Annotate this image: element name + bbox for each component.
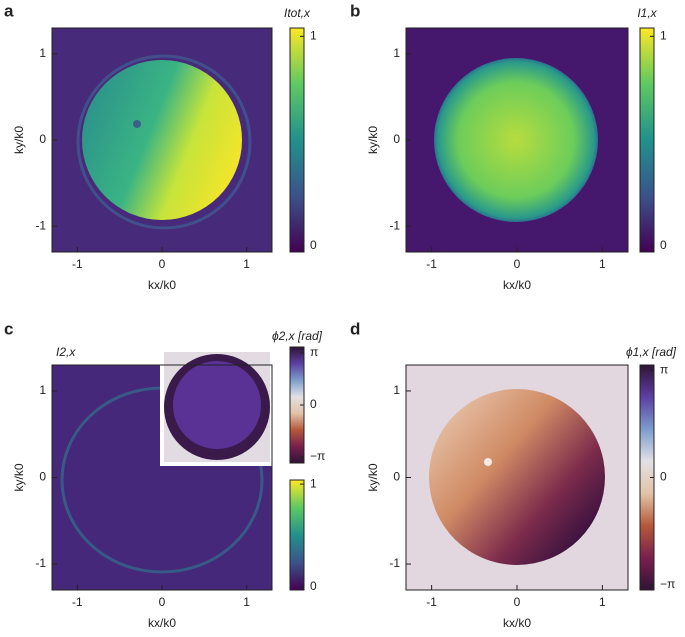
image-c xyxy=(52,348,274,590)
x-axis-label: kx/k0 xyxy=(503,616,531,630)
colorbar-label: I1,x xyxy=(637,6,657,20)
image-a xyxy=(52,28,272,252)
panel-letter: c xyxy=(4,319,13,338)
colorbar-label: ϕ1,x [rad] xyxy=(626,345,677,359)
panel-letter: a xyxy=(4,1,14,20)
y-axis-label: ky/k0 xyxy=(12,463,26,491)
x-axis-label: kx/k0 xyxy=(503,278,531,292)
x-tick-label: 1 xyxy=(599,595,606,609)
y-tick-label: -1 xyxy=(389,556,400,570)
colorbar-tick-label: −π xyxy=(660,577,675,591)
y-axis-label: ky/k0 xyxy=(12,126,26,154)
colorbar xyxy=(289,479,305,591)
colorbar-tick-label: 0 xyxy=(660,470,667,484)
x-axis-label: kx/k0 xyxy=(148,616,176,630)
y-tick-label: 1 xyxy=(39,46,46,60)
image-b xyxy=(406,28,628,252)
colorbar-tick-label: π xyxy=(310,345,318,359)
panel-letter: d xyxy=(350,319,360,338)
colorbar xyxy=(289,27,305,253)
colorbar-label: ϕ2,x [rad] xyxy=(272,329,323,343)
x-tick-label: 0 xyxy=(159,595,166,609)
colorbar-label: I2,x xyxy=(56,345,76,359)
y-axis-label: ky/k0 xyxy=(366,126,380,154)
x-tick-label: -1 xyxy=(426,595,437,609)
image-d xyxy=(406,365,628,590)
colorbar-tick-label: 0 xyxy=(660,238,667,252)
colorbar-tick-label: 0 xyxy=(310,397,317,411)
y-tick-label: 0 xyxy=(39,470,46,484)
y-tick-label: -1 xyxy=(35,218,46,232)
x-tick-label: 0 xyxy=(514,595,521,609)
colorbar-tick-label: −π xyxy=(310,449,325,463)
y-tick-label: 0 xyxy=(393,132,400,146)
x-axis-label: kx/k0 xyxy=(148,278,176,292)
x-tick-label: 0 xyxy=(514,257,521,271)
panel-letter: b xyxy=(350,1,360,20)
y-tick-label: 0 xyxy=(39,132,46,146)
x-tick-label: 1 xyxy=(599,257,606,271)
x-tick-label: 1 xyxy=(243,257,250,271)
colorbar-tick-label: 0 xyxy=(310,238,317,252)
x-tick-label: 0 xyxy=(159,257,166,271)
y-tick-label: 1 xyxy=(39,383,46,397)
x-tick-label: -1 xyxy=(72,595,83,609)
y-tick-label: 0 xyxy=(393,470,400,484)
y-tick-label: 1 xyxy=(393,383,400,397)
x-tick-label: -1 xyxy=(72,257,83,271)
y-tick-label: -1 xyxy=(389,218,400,232)
x-tick-label: 1 xyxy=(243,595,250,609)
y-tick-label: 1 xyxy=(393,46,400,60)
colorbar xyxy=(639,27,655,253)
y-axis-label: ky/k0 xyxy=(366,463,380,491)
colorbar-label: Itot,x xyxy=(284,6,311,20)
colorbar-tick-label: 0 xyxy=(310,579,317,593)
colorbar-tick-label: 1 xyxy=(310,29,317,43)
colorbar-tick-label: 1 xyxy=(660,29,667,43)
colorbar-tick-label: 1 xyxy=(310,476,317,490)
x-tick-label: -1 xyxy=(426,257,437,271)
colorbar-tick-label: π xyxy=(660,363,668,377)
y-tick-label: -1 xyxy=(35,556,46,570)
